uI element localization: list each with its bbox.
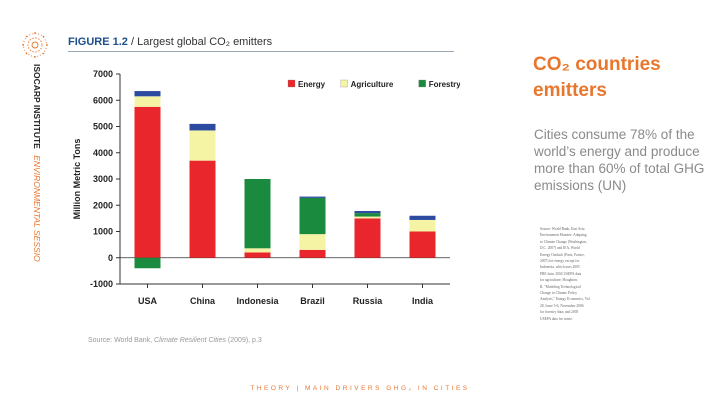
svg-text:ISOCARP INSTITUTE ENVIRONM: ISOCARP INSTITUTE ENVIRONMENTAL SESSION <box>32 64 42 262</box>
isocarp-logo-icon <box>22 32 48 58</box>
source-title: Climate Resilient Cities <box>154 337 226 344</box>
figure-rule <box>68 51 454 52</box>
y-tick-label: 1000 <box>93 227 113 237</box>
reference-line: Energy Outlook (Paris, France, <box>540 252 585 257</box>
slide-title-line-2: emitters <box>533 80 607 101</box>
figure-title: FIGURE 1.2 / Largest global CO₂ emitters <box>68 36 272 48</box>
legend-swatch-forestry <box>418 79 426 88</box>
bar-waste-china <box>189 123 216 131</box>
y-tick-label: 2000 <box>93 200 113 210</box>
y-tick-label: 3000 <box>93 174 113 184</box>
bar-energy-indonesia <box>244 252 271 258</box>
bar-agriculture-russia <box>354 216 381 219</box>
bar-waste-usa <box>134 91 161 97</box>
legend-label-forestry: Forestry <box>429 80 460 89</box>
reference-line: PRE data; 2004 USEPA data <box>540 271 582 276</box>
y-tick-label: 6000 <box>93 95 113 105</box>
y-tick-label: -1000 <box>90 279 113 289</box>
reference-line: USEPA data for waste. <box>540 316 573 321</box>
bar-forestry-usa <box>134 257 161 269</box>
bar-agriculture-brazil <box>299 234 326 250</box>
reference-line: Environment Monitor: Adapting <box>540 233 587 238</box>
bar-forestry-russia <box>354 213 381 217</box>
bar-agriculture-indonesia <box>244 248 271 253</box>
footer-label: THEORY | MAIN DRIVERS GHG₂ IN CITIES <box>250 385 470 392</box>
bar-forestry-indonesia <box>244 179 271 249</box>
legend-swatch-energy <box>287 79 296 88</box>
reference-line: to Climate Change (Washington, <box>540 239 588 244</box>
reference-line: D.C. 2007) and IEA, World <box>540 246 580 251</box>
bar-energy-india <box>409 231 436 258</box>
x-category-label: USA <box>138 296 158 306</box>
bar-agriculture-india <box>409 219 436 232</box>
reference-line: Analysis," Energy Economics, Vol. <box>540 297 591 302</box>
side-session-label: ENVIRONMENTAL SESSION <box>32 155 42 262</box>
x-category-label: Russia <box>353 296 384 306</box>
figure-label: FIGURE 1.2 <box>68 36 128 48</box>
side-caption: ISOCARP INSTITUTE ENVIRONMENTAL SESSION <box>32 64 42 262</box>
bar-waste-india <box>409 215 436 220</box>
source-citation: Source: World Bank, Climate Resilient Ci… <box>88 337 262 344</box>
bar-forestry-brazil <box>299 197 326 235</box>
side-org-label: ISOCARP INSTITUTE <box>32 64 42 149</box>
slide-title: CO₂ countries emitters <box>533 52 713 104</box>
x-category-label: Brazil <box>300 296 325 306</box>
slide-body-text: Cities consume 78% of the world’s energy… <box>534 127 705 193</box>
legend-label-energy: Energy <box>298 80 326 89</box>
x-category-label: Indonesia <box>236 296 279 306</box>
reference-line: R. "Modeling Technological <box>540 284 581 289</box>
reference-line: for forestry data; and 2005 <box>540 310 579 315</box>
bar-energy-usa <box>134 106 161 258</box>
figure-separator: / <box>127 36 138 48</box>
bar-agriculture-usa <box>134 96 161 107</box>
figure-title-text: Largest global CO₂ emitters <box>137 36 273 48</box>
y-axis-label: Million Metric Tons <box>72 139 82 220</box>
x-category-label: India <box>412 296 434 306</box>
reference-line: Source: World Bank, East Asia <box>540 227 585 231</box>
emitters-chart: 7000 6000 5000 4000 3000 2000 1000 0 -1000 Millio… <box>72 69 460 306</box>
bar-energy-russia <box>354 218 381 258</box>
legend-label-agriculture: Agriculture <box>351 80 394 89</box>
bar-waste-russia <box>354 211 381 214</box>
reference-line: 2007) for energy except for <box>540 259 580 264</box>
legend-swatch-agriculture <box>340 79 348 88</box>
reference-line: Indonesia, which uses 2005 <box>540 265 580 270</box>
y-tick-label: 0 <box>108 253 113 263</box>
reference-line: 28, Issue 5-6, November 2006 <box>540 303 584 308</box>
source-prefix: Source: World Bank, <box>88 337 155 344</box>
x-category-label: China <box>190 296 216 306</box>
bar-energy-brazil <box>299 249 326 258</box>
reference-line: Change in Climate Policy <box>540 291 578 296</box>
slide-title-line-1: CO₂ countries <box>533 54 661 75</box>
source-suffix: (2009), p.3 <box>225 337 262 344</box>
bar-waste-brazil <box>299 196 326 198</box>
y-tick-label: 4000 <box>93 148 113 158</box>
y-tick-label: 7000 <box>93 69 113 79</box>
bar-energy-china <box>189 160 216 258</box>
reference-line: for agriculture; Houghton, <box>540 278 578 283</box>
bar-agriculture-china <box>189 130 216 161</box>
reference-note: Source: World Bank, East Asia Environment… <box>540 226 620 322</box>
y-tick-label: 5000 <box>93 122 113 132</box>
